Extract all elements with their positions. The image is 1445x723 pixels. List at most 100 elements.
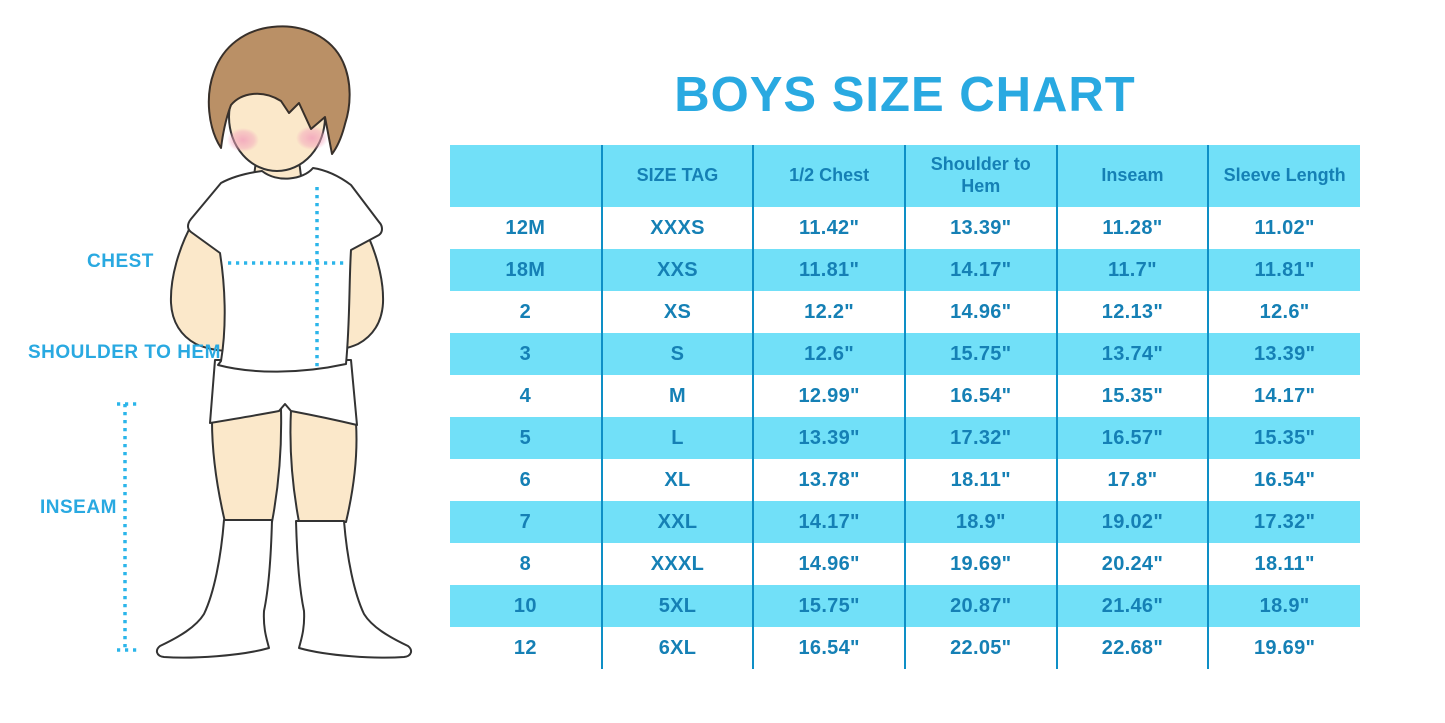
table-cell: 14.17" [752, 501, 905, 543]
table-cell: 21.46" [1055, 585, 1209, 627]
column-header [450, 145, 602, 207]
table-cell: 5XL [600, 585, 754, 627]
boy-leg-right [289, 409, 358, 523]
table-cell: XXXL [600, 543, 754, 585]
table-cell: 19.02" [1055, 501, 1209, 543]
table-row: 8 XXXL 14.96" 19.69" 20.24" 18.11" [450, 543, 1360, 585]
table-cell: XXS [600, 249, 754, 291]
table-cell: 14.96" [903, 291, 1057, 333]
table-cell: 8 [519, 552, 532, 575]
table-cell: 18.9" [1207, 585, 1360, 627]
table-cell: 14.17" [903, 249, 1057, 291]
inseam-label: INSEAM [40, 497, 117, 518]
column-header: Inseam [1055, 145, 1209, 207]
table-cell: 11.7" [1055, 249, 1209, 291]
table-cell: 11.81" [752, 249, 905, 291]
table-row: 7 XXL 14.17" 18.9" 19.02" 17.32" [450, 501, 1360, 543]
boy-sock-left [155, 519, 273, 659]
table-row: 10 5XL 15.75" 20.87" 21.46" 18.9" [450, 585, 1360, 627]
page-title: BOYS SIZE CHART [674, 67, 1136, 122]
shoulder-to-hem-label: SHOULDER TO HEM [28, 342, 221, 363]
boy-leg-left [211, 408, 283, 523]
table-cell: 12 [513, 636, 537, 659]
column-header: SIZE TAG [600, 145, 754, 207]
table-cell: 18.11" [903, 459, 1057, 501]
table-cell: XL [600, 459, 754, 501]
boy-sock-right [295, 520, 413, 659]
header-row: SIZE TAG 1/2 Chest Shoulder to Hem Inseam Sl… [450, 145, 1360, 207]
table-cell: 13.74" [1055, 333, 1209, 375]
boy-cheek-right [296, 126, 328, 150]
table-cell: 15.75" [903, 333, 1057, 375]
table-cell: 13.78" [752, 459, 905, 501]
table-cell: 3 [450, 333, 602, 375]
table-cell: 12.2" [752, 291, 905, 333]
size-table-body: 12M XXXS 11.42" 13.39" 11.28" 11.02" 18M XXS 11.… [450, 207, 1360, 669]
column-header: Shoulder to Hem [903, 145, 1057, 207]
table-cell: XS [600, 291, 754, 333]
table-cell: 2 [519, 300, 532, 323]
table-cell: 22.05" [903, 627, 1057, 669]
table-row: 2 XS 12.2" 14.96" 12.13" 12.6" [450, 291, 1360, 333]
table-cell: 18M [450, 249, 602, 291]
table-cell: 14.96" [752, 543, 905, 585]
table-cell: 14.17" [1207, 375, 1360, 417]
table-cell: 12M [505, 216, 546, 239]
table-cell: 22.68" [1055, 627, 1209, 669]
table-cell: 15.35" [1207, 417, 1360, 459]
column-header: Sleeve Length [1207, 145, 1360, 207]
table-cell: 18.11" [1207, 543, 1360, 585]
size-table-element: SIZE TAG 1/2 Chest Shoulder to Hem Inseam Sl… [450, 145, 1360, 669]
table-cell: 12.99" [752, 375, 905, 417]
table-cell: 6 [519, 468, 532, 491]
boy-cheek-left [227, 128, 259, 152]
table-cell: 16.54" [1207, 459, 1360, 501]
table-cell: 17.8" [1055, 459, 1209, 501]
table-row: 18M XXS 11.81" 14.17" 11.7" 11.81" [450, 249, 1360, 291]
table-cell: 5 [450, 417, 602, 459]
table-row: 6 XL 13.78" 18.11" 17.8" 16.54" [450, 459, 1360, 501]
boy-hair [207, 25, 351, 155]
size-table-head: SIZE TAG 1/2 Chest Shoulder to Hem Inseam Sl… [450, 145, 1360, 207]
boy-shirt [187, 167, 383, 373]
table-row: 4 M 12.99" 16.54" 15.35" 14.17" [450, 375, 1360, 417]
table-row: 12 6XL 16.54" 22.05" 22.68" 19.69" [450, 627, 1360, 669]
table-cell: XXL [600, 501, 754, 543]
table-row: 12M XXXS 11.42" 13.39" 11.28" 11.02" [450, 207, 1360, 249]
size-table: SIZE TAG 1/2 Chest Shoulder to Hem Inseam Sl… [450, 145, 1360, 669]
table-cell: S [600, 333, 754, 375]
table-cell: 20.24" [1055, 543, 1209, 585]
table-cell: 11.81" [1207, 249, 1360, 291]
table-cell: 11.42" [752, 207, 905, 249]
table-cell: 18.9" [903, 501, 1057, 543]
table-cell: 13.39" [752, 417, 905, 459]
table-cell: 12.6" [752, 333, 905, 375]
table-cell: 6XL [600, 627, 754, 669]
table-cell: 12.6" [1207, 291, 1360, 333]
table-cell: 16.54" [752, 627, 905, 669]
table-cell: L [600, 417, 754, 459]
table-cell: 10 [450, 585, 602, 627]
boy-shorts [209, 359, 358, 426]
table-cell: 11.28" [1055, 207, 1209, 249]
table-cell: XXXS [600, 207, 754, 249]
table-row: 5 L 13.39" 17.32" 16.57" 15.35" [450, 417, 1360, 459]
table-cell: 19.69" [903, 543, 1057, 585]
boy-illustration [117, 25, 413, 659]
table-cell: 17.32" [1207, 501, 1360, 543]
table-cell: 19.69" [1207, 627, 1360, 669]
table-cell: 15.35" [1055, 375, 1209, 417]
table-cell: 15.75" [752, 585, 905, 627]
table-cell: 13.39" [903, 207, 1057, 249]
table-cell: 7 [450, 501, 602, 543]
table-cell: M [600, 375, 754, 417]
column-header: 1/2 Chest [752, 145, 905, 207]
table-cell: 17.32" [903, 417, 1057, 459]
table-cell: 13.39" [1207, 333, 1360, 375]
table-cell: 20.87" [903, 585, 1057, 627]
table-cell: 4 [519, 384, 532, 407]
table-row: 3 S 12.6" 15.75" 13.74" 13.39" [450, 333, 1360, 375]
table-cell: 12.13" [1055, 291, 1209, 333]
chest-label: CHEST [87, 251, 154, 272]
